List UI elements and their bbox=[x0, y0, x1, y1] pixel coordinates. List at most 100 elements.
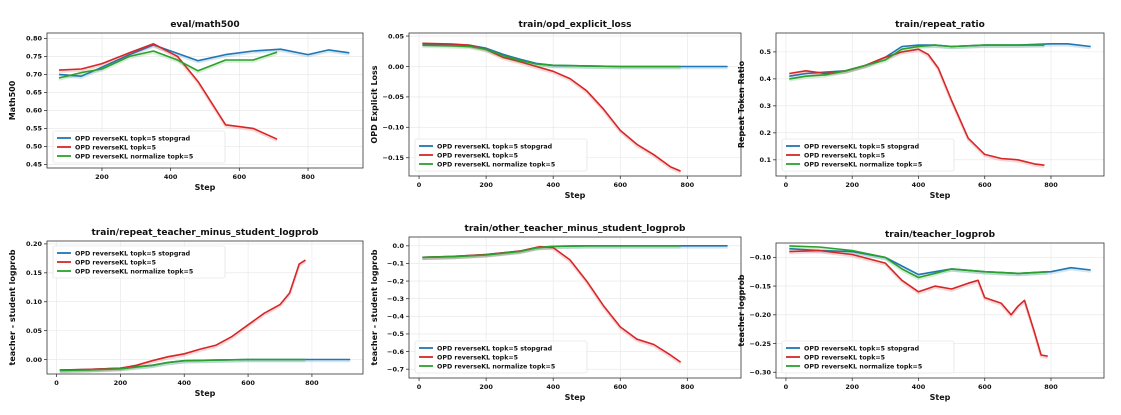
x-axis-label: Step bbox=[565, 191, 586, 200]
y-tick-label: −0.1 bbox=[387, 260, 404, 268]
legend-label: OPD reverseKL topk=5 bbox=[437, 354, 518, 361]
y-tick-label: −0.15 bbox=[383, 154, 405, 162]
x-tick-label: 400 bbox=[912, 181, 926, 189]
x-tick-label: 800 bbox=[681, 383, 695, 391]
x-tick-label: 200 bbox=[845, 383, 859, 391]
y-tick-label: 0.3 bbox=[759, 102, 771, 110]
legend-label: OPD reverseKL topk=5 bbox=[804, 152, 885, 159]
y-tick-label: 0.55 bbox=[26, 125, 43, 133]
y-tick-label: 0.20 bbox=[26, 240, 43, 248]
y-tick-label: 0.70 bbox=[26, 71, 43, 79]
legend-label: OPD reverseKL normalize topk=5 bbox=[75, 153, 193, 160]
chart-panel-4: 0 200 400 600 800 0.00 0.05 0.10 0.15 0.20 train/r… bbox=[8, 228, 364, 398]
x-tick-label: 800 bbox=[301, 173, 315, 181]
x-tick-label: 800 bbox=[1044, 383, 1058, 391]
y-tick-label: 0.2 bbox=[759, 129, 771, 137]
chart-panel-5: 0 200 400 600 800 0.0 −0.1 −0.2 −0.3 −0.4 −0.5 −0.6… bbox=[370, 224, 742, 402]
y-tick-label: −0.7 bbox=[387, 365, 404, 373]
plot-frame bbox=[408, 236, 742, 379]
legend-label: OPD reverseKL topk=5 bbox=[75, 144, 156, 151]
chart-title: train/opd_explicit_loss bbox=[519, 20, 632, 30]
y-axis-label: Math500 bbox=[8, 80, 17, 120]
legend-label: OPD reverseKL normalize topk=5 bbox=[804, 363, 922, 370]
legend-label: OPD reverseKL topk=5 bbox=[437, 152, 518, 159]
y-axis-label: Repeat Token Ratio bbox=[737, 60, 746, 148]
y-tick-label: 0.15 bbox=[26, 269, 43, 277]
x-tick-label: 600 bbox=[241, 379, 255, 387]
series-shadow-topk bbox=[422, 246, 682, 365]
series-line-topk bbox=[58, 42, 278, 140]
y-tick-label: −0.4 bbox=[387, 313, 404, 321]
y-tick-label: 0.10 bbox=[26, 298, 43, 306]
plot-frame bbox=[46, 32, 364, 169]
x-tick-label: 0 bbox=[784, 383, 789, 391]
y-tick-label: 0.45 bbox=[26, 161, 43, 169]
legend-box bbox=[52, 130, 226, 164]
series-line-normalize bbox=[789, 245, 1048, 279]
x-tick-label: 200 bbox=[845, 181, 859, 189]
legend-label: OPD reverseKL topk=5 stopgrad bbox=[437, 143, 552, 150]
series-line-topk bbox=[789, 249, 1048, 357]
legend-label: OPD reverseKL topk=5 stopgrad bbox=[75, 250, 190, 257]
x-tick-label: 400 bbox=[912, 383, 926, 391]
series-shadow-topk bbox=[58, 43, 278, 142]
chart-title: eval/math500 bbox=[170, 20, 239, 30]
y-tick-label: −0.2 bbox=[387, 277, 404, 285]
y-tick-label: 0.4 bbox=[759, 75, 771, 83]
x-tick-label: 200 bbox=[114, 379, 128, 387]
series-line-normalize bbox=[59, 358, 306, 372]
y-tick-label: 0.60 bbox=[26, 107, 43, 115]
series-shadow-normalize bbox=[789, 246, 1048, 281]
x-tick-label: 400 bbox=[164, 173, 178, 181]
legend-box bbox=[414, 340, 588, 374]
legend-label: OPD reverseKL topk=5 stopgrad bbox=[804, 143, 919, 150]
legend-label: OPD reverseKL normalize topk=5 bbox=[437, 363, 555, 370]
y-tick-label: 0.1 bbox=[759, 156, 771, 164]
chart-panel-3: 0 200 400 600 800 0.1 0.2 0.3 0.4 0.5 train/repeat… bbox=[737, 20, 1105, 200]
plot-frame bbox=[775, 242, 1105, 379]
legend-box bbox=[414, 138, 588, 172]
chart-title: train/teacher_logprob bbox=[885, 230, 996, 240]
y-tick-label: −0.15 bbox=[750, 282, 772, 290]
series-shadow-normalize bbox=[789, 45, 1045, 82]
legend: OPD reverseKL topk=5 stopgrad OPD reverse… bbox=[414, 340, 588, 374]
y-axis-label: teacher logprob bbox=[737, 274, 746, 346]
y-tick-label: −0.10 bbox=[750, 254, 772, 262]
y-tick-label: 0.00 bbox=[26, 356, 43, 364]
series-shadow-normalize bbox=[422, 246, 681, 261]
plot-frame bbox=[46, 240, 364, 375]
y-tick-label: −0.20 bbox=[750, 311, 772, 319]
series-shadow-topk bbox=[422, 43, 682, 174]
chart-panel-2: 0 200 400 600 800 0.05 0.00 −0.05 −0.10 −0.15 trai… bbox=[370, 20, 742, 200]
y-tick-label: 0.00 bbox=[388, 63, 405, 71]
legend-label: OPD reverseKL normalize topk=5 bbox=[75, 268, 193, 275]
y-tick-label: 0.05 bbox=[26, 327, 43, 335]
series-line-normalize bbox=[58, 50, 278, 79]
chart-panel-1: 200 400 600 800 0.45 0.50 0.55 0.60 0.65 0.70 0.75… bbox=[8, 20, 364, 192]
legend-label: OPD reverseKL topk=5 bbox=[75, 259, 156, 266]
legend: OPD reverseKL topk=5 stopgrad OPD reverse… bbox=[52, 245, 226, 279]
x-tick-label: 600 bbox=[233, 173, 247, 181]
x-tick-label: 800 bbox=[681, 181, 695, 189]
legend-label: OPD reverseKL normalize topk=5 bbox=[804, 161, 922, 168]
legend: OPD reverseKL topk=5 stopgrad OPD reverse… bbox=[781, 340, 955, 374]
x-tick-label: 800 bbox=[305, 379, 319, 387]
x-tick-label: 200 bbox=[95, 173, 109, 181]
legend: OPD reverseKL topk=5 stopgrad OPD reverse… bbox=[52, 130, 226, 164]
chart-title: train/repeat_ratio bbox=[895, 20, 985, 30]
y-axis-label: teacher - student logprob bbox=[370, 249, 379, 365]
series-shadow-stopgrad bbox=[59, 359, 351, 373]
plot-frame bbox=[408, 32, 742, 177]
x-tick-label: 600 bbox=[978, 181, 992, 189]
plot-frame bbox=[775, 32, 1105, 177]
x-axis-label: Step bbox=[565, 393, 586, 402]
legend: OPD reverseKL topk=5 stopgrad OPD reverse… bbox=[414, 138, 588, 172]
series-line-stopgrad bbox=[58, 44, 350, 77]
series-shadow-normalize bbox=[422, 45, 681, 70]
chart-panel-6: 0 200 400 600 800 −0.10 −0.15 −0.20 −0.25 −0.30 tr… bbox=[737, 230, 1105, 402]
legend-box bbox=[781, 340, 955, 374]
y-tick-label: −0.25 bbox=[750, 340, 772, 348]
y-tick-label: 0.50 bbox=[26, 143, 43, 151]
legend-box bbox=[52, 245, 226, 279]
